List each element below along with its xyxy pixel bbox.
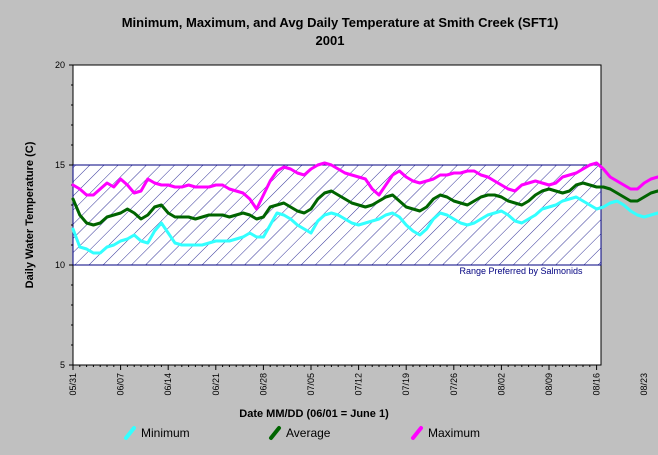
x-tick-label: 08/09 xyxy=(544,373,554,396)
series-line-maximum xyxy=(71,161,658,211)
y-tick-label: 15 xyxy=(55,160,65,170)
x-axis-title: Date MM/DD (06/01 = June 1) xyxy=(239,408,389,420)
series-line-average xyxy=(71,181,658,227)
y-tick-label: 5 xyxy=(60,360,65,370)
x-tick-label: 08/23 xyxy=(639,373,649,396)
x-tick-label: 07/12 xyxy=(354,373,364,396)
x-tick-label: 08/16 xyxy=(592,373,602,396)
x-tick-label: 08/02 xyxy=(496,373,506,396)
legend-label-maximum: Maximum xyxy=(428,426,480,440)
x-tick-label: 05/31 xyxy=(68,373,78,396)
legend-label-minimum: Minimum xyxy=(141,426,190,440)
legend-label-average: Average xyxy=(286,426,331,440)
y-tick-label: 10 xyxy=(55,260,65,270)
series-lines xyxy=(71,161,658,255)
x-tick-label: 06/07 xyxy=(116,373,126,396)
preferred-range-label: Range Preferred by Salmonids xyxy=(459,266,583,276)
x-axis: 05/31 06/07 06/14 06/21 06/28 07/05 07/12 07/19… xyxy=(68,365,649,396)
chart-title: Minimum, Maximum, and Avg Daily Temperat… xyxy=(122,15,559,30)
x-tick-label: 06/14 xyxy=(163,373,173,396)
x-tick-label: 07/05 xyxy=(306,373,316,396)
legend-swatch-minimum xyxy=(124,426,136,440)
legend-swatch-average xyxy=(269,426,281,440)
legend-swatch-maximum xyxy=(411,426,423,440)
y-axis: 5 10 15 20 xyxy=(55,60,73,370)
x-tick-label: 07/19 xyxy=(401,373,411,396)
y-axis-title: Daily Water Temperature (C) xyxy=(24,141,36,288)
x-tick-label: 07/26 xyxy=(449,373,459,396)
y-tick-label: 20 xyxy=(55,60,65,70)
series-line-minimum xyxy=(71,195,658,255)
legend: Minimum Average Maximum xyxy=(124,426,480,440)
chart-subtitle: 2001 xyxy=(316,33,345,48)
x-tick-label: 06/21 xyxy=(211,373,221,396)
x-tick-label: 06/28 xyxy=(258,373,268,396)
